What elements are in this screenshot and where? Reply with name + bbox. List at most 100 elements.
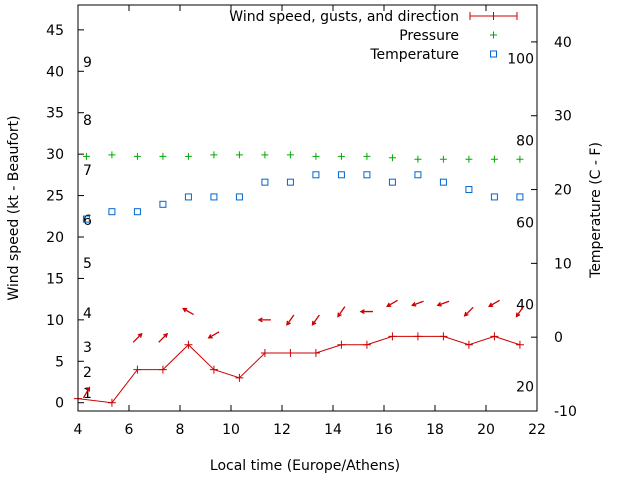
- pressure-point: [388, 154, 396, 162]
- y2-tick-label: 10: [554, 256, 572, 272]
- temperature-point: [337, 171, 345, 179]
- temperature-point: [82, 215, 90, 223]
- x-tick-label: 16: [375, 422, 393, 438]
- legend-pressure-swatch: [490, 31, 497, 39]
- y2-tick-label: -10: [554, 404, 577, 420]
- x-tick-label: 6: [125, 422, 134, 438]
- y-tick-label: 0: [55, 396, 64, 412]
- wind-speed-point: [388, 332, 397, 341]
- temperature-point: [286, 178, 294, 186]
- wind-direction-arrow: [386, 299, 398, 307]
- wind-direction-arrow: [207, 331, 220, 339]
- temperature-point: [363, 171, 371, 179]
- beaufort-label: 8: [83, 113, 92, 129]
- wind-direction-arrow: [488, 299, 500, 307]
- pressure-point: [286, 151, 294, 159]
- tick-labels: 4 6 8 10 12 14 16 18 20 22051015202530354045-1001…: [46, 23, 577, 438]
- grid-ticks: [77, 5, 538, 412]
- wind-direction-arrow: [436, 300, 450, 307]
- x-axis-label: Local time (Europe/Athens): [210, 458, 400, 474]
- temperature-point: [235, 193, 243, 201]
- x-tick-label: 14: [324, 422, 342, 438]
- wind-series: [74, 332, 524, 407]
- temperature-point: [490, 193, 498, 201]
- temperature-series: [82, 171, 524, 223]
- x-tick-label: 22: [528, 422, 546, 438]
- pressure-point: [235, 151, 243, 159]
- wind-direction-arrow: [158, 332, 169, 343]
- beaufort-label: 7: [83, 163, 92, 179]
- y-tick-label: 30: [46, 147, 64, 163]
- fahrenheit-label: 40: [516, 297, 534, 313]
- pressure-point: [82, 152, 90, 160]
- wind-direction-arrow: [82, 386, 91, 399]
- wind-speed-point: [133, 365, 142, 374]
- pressure-point: [363, 152, 371, 160]
- wind-direction-arrow: [286, 314, 295, 326]
- pressure-point: [108, 151, 116, 159]
- legend-wind-marker: [489, 12, 498, 20]
- temperature-point: [261, 178, 269, 186]
- y-tick-label: 15: [46, 271, 64, 287]
- y-tick-label: 20: [46, 230, 64, 246]
- temperature-point: [210, 193, 218, 201]
- temperature-point: [133, 208, 141, 216]
- wind-speed-point: [311, 349, 320, 357]
- wind-speed-point: [439, 332, 448, 341]
- y2-axis-label: Temperature (C - F): [588, 142, 604, 279]
- legend-wind-label: Wind speed, gusts, and direction: [229, 9, 459, 25]
- pressure-point: [490, 155, 498, 163]
- legend-wind-swatch: [469, 12, 518, 20]
- temperature-point: [414, 171, 422, 179]
- pressure-point: [261, 151, 269, 159]
- pressure-point: [439, 155, 447, 163]
- wind-speed-point: [107, 398, 116, 407]
- y-tick-label: 10: [46, 313, 64, 329]
- y-tick-label: 5: [55, 354, 64, 370]
- wind-speed-point: [158, 365, 167, 374]
- legend-pressure-label: Pressure: [399, 28, 459, 44]
- temperature-point: [516, 193, 524, 201]
- wind-speed-point: [260, 349, 269, 357]
- x-tick-label: 8: [176, 422, 185, 438]
- wind-speed-point: [235, 373, 244, 382]
- y-tick-label: 45: [46, 23, 64, 39]
- legend-pressure-marker: [490, 31, 497, 39]
- pressure-point: [414, 155, 422, 163]
- pressure-point: [337, 152, 345, 160]
- temperature-point: [465, 186, 473, 194]
- wind-direction-arrow: [132, 332, 143, 343]
- fahrenheit-labels: 20 40 60 80 100: [507, 51, 534, 395]
- wind-direction-arrow: [337, 306, 346, 318]
- legend-temperature-swatch: [490, 50, 497, 58]
- x-tick-label: 4: [74, 422, 83, 438]
- wind-speed-point: [413, 332, 422, 341]
- wind-direction-arrows: [82, 299, 524, 399]
- x-tick-label: 18: [426, 422, 444, 438]
- fahrenheit-label: 20: [516, 379, 534, 395]
- wind-direction-arrow: [182, 307, 194, 316]
- y-tick-label: 40: [46, 64, 64, 80]
- y-axis-label: Wind speed (kt - Beaufort): [6, 115, 22, 300]
- pressure-point: [159, 152, 167, 160]
- beaufort-label: 1: [83, 386, 92, 402]
- x-tick-label: 10: [222, 422, 240, 438]
- beaufort-label: 9: [83, 55, 92, 71]
- wind-direction-arrow: [359, 309, 373, 315]
- wind-speed-point: [490, 332, 499, 341]
- wind-speed-point: [362, 340, 371, 349]
- wind-direction-arrow: [311, 314, 320, 326]
- legend-temperature-marker: [490, 50, 497, 58]
- pressure-point: [210, 151, 218, 159]
- temperature-point: [184, 193, 192, 201]
- x-tick-label: 20: [477, 422, 495, 438]
- wind-speed-point: [464, 340, 473, 349]
- legend: Wind speed, gusts, and direction Pressur…: [229, 9, 518, 63]
- wind-direction-arrow: [463, 306, 474, 317]
- beaufort-label: 4: [83, 306, 92, 322]
- temperature-point: [108, 208, 116, 216]
- beaufort-label: 3: [83, 340, 92, 356]
- wind-speed-line: [77, 335, 521, 404]
- beaufort-label: 5: [83, 256, 92, 272]
